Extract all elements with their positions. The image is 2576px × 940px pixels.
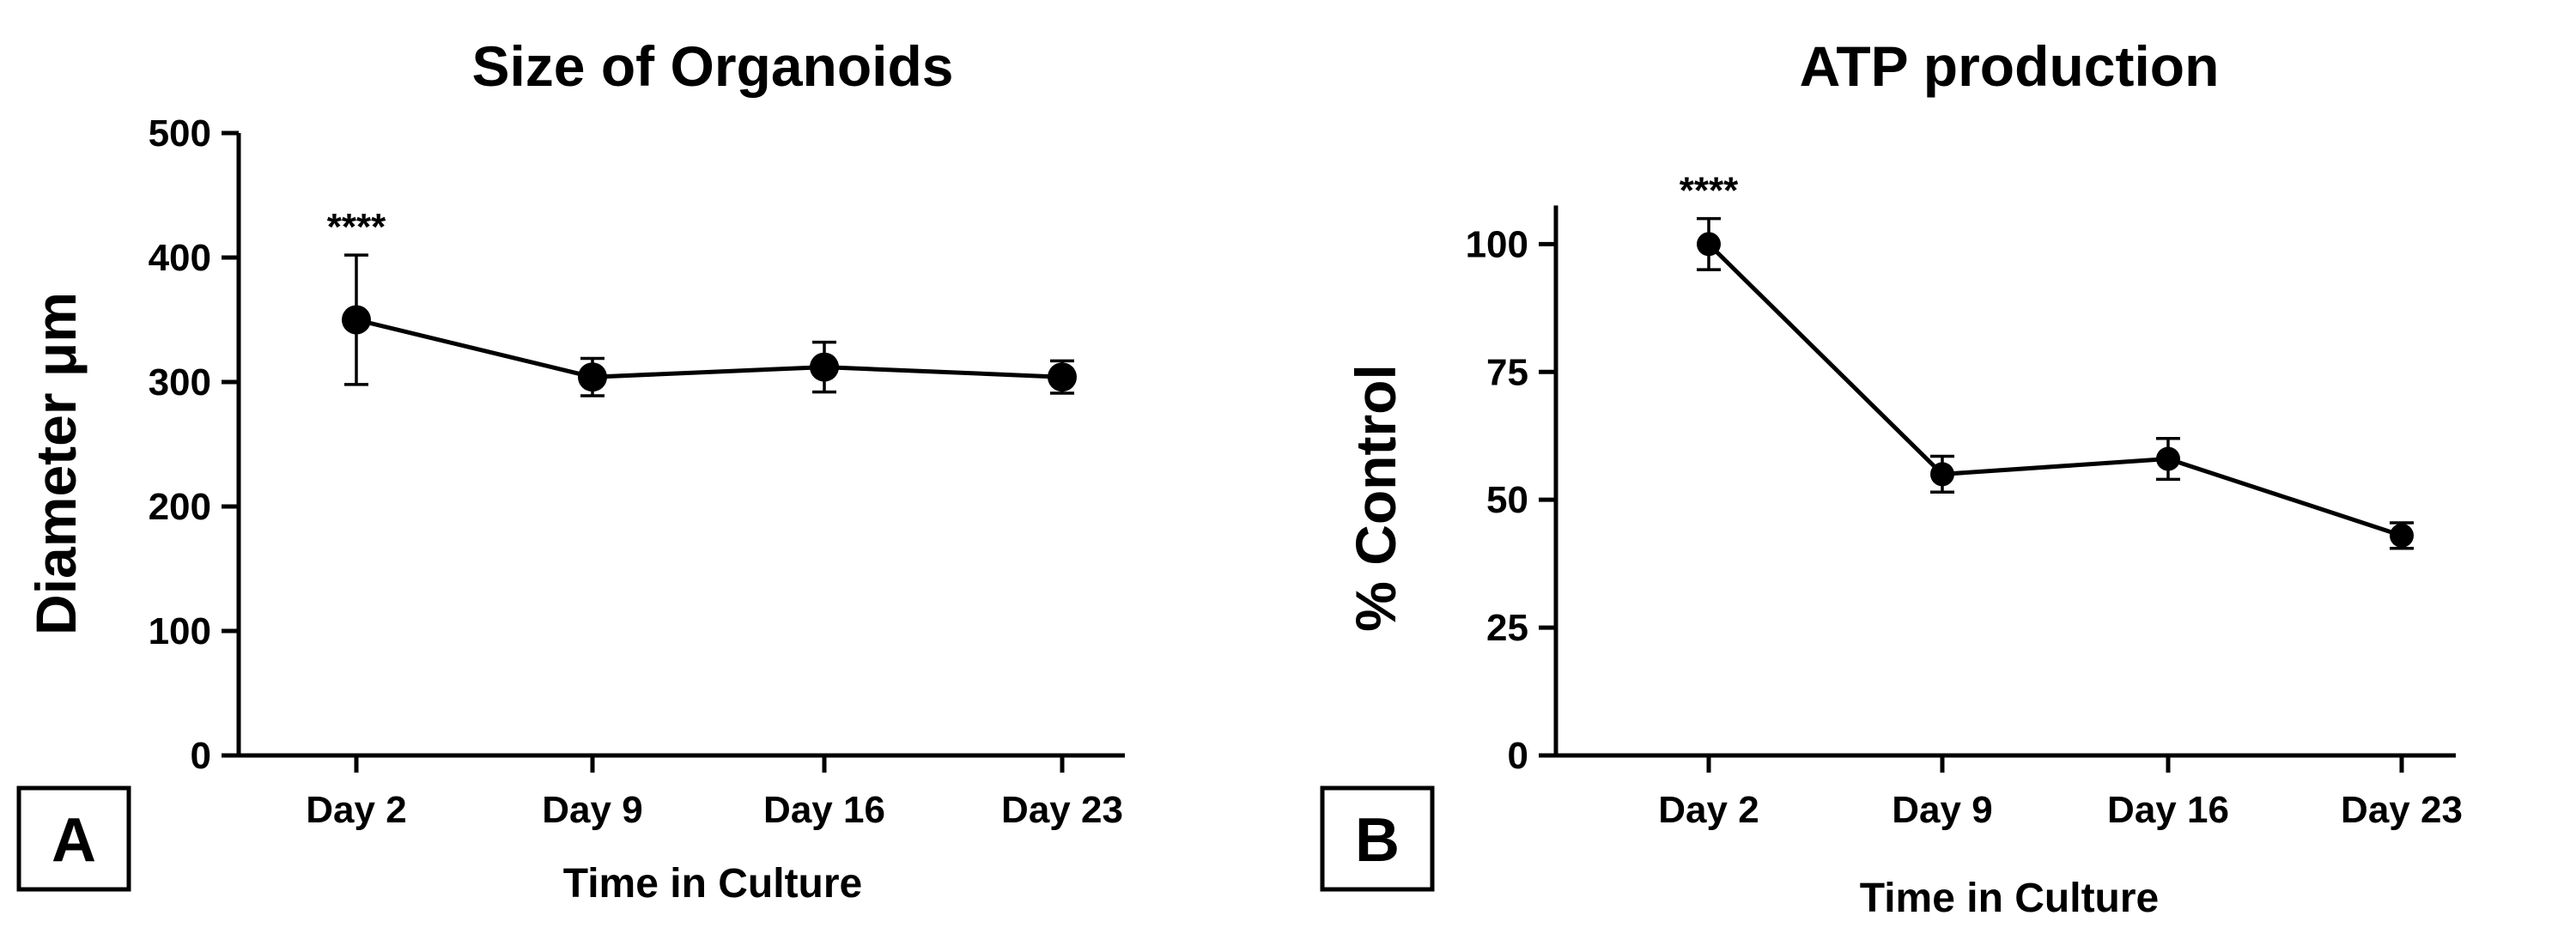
data-point (342, 305, 371, 335)
y-tick-label: 200 (149, 486, 211, 528)
y-tick-label: 75 (1486, 351, 1528, 393)
series-line (1707, 242, 2403, 538)
x-tick-label: Day 16 (2107, 789, 2229, 831)
chart-title: ATP production (1800, 34, 2220, 98)
x-tick-label: Day 2 (306, 789, 406, 831)
x-axis-label: Time in Culture (563, 861, 863, 907)
plot-area: 0 25 50 75 100 Day 2 Day 9 Day 16 Day 23 **** (1466, 170, 2463, 831)
x-axis-label: Time in Culture (1860, 876, 2160, 921)
data-point (2156, 446, 2180, 471)
y-tick-label: 300 (149, 361, 211, 403)
chart-panel-b: ATP production % Control Time in Culture… (1320, 34, 2463, 921)
x-tick-label: Day 16 (763, 789, 885, 831)
y-tick-label: 50 (1486, 479, 1528, 521)
y-axis-label: Diameter μm (24, 292, 88, 635)
panel-label-box (1320, 785, 1435, 892)
y-tick-label: 100 (1466, 223, 1528, 265)
data-point (578, 362, 607, 392)
y-tick-label: 25 (1486, 607, 1528, 649)
series-line (355, 318, 1063, 379)
y-tick-label: 100 (149, 610, 211, 652)
y-tick-label: 500 (149, 112, 211, 155)
data-point (1697, 232, 1721, 257)
y-axis-label: % Control (1344, 364, 1407, 632)
x-tick-label: Day 2 (1658, 789, 1759, 831)
x-tick-label: Day 23 (2341, 789, 2463, 831)
y-tick-label: 400 (149, 237, 211, 279)
significance-annotation: **** (327, 206, 386, 248)
x-tick-label: Day 23 (1001, 789, 1123, 831)
data-point (810, 352, 839, 382)
x-tick-label: Day 9 (542, 789, 642, 831)
y-tick-label: 0 (1508, 735, 1528, 777)
y-tick-label: 0 (191, 735, 211, 777)
significance-annotation: **** (1680, 170, 1739, 212)
plot-area: 0 100 200 300 400 500 Day 2 Day 9 Day 16 Day 23 **… (149, 112, 1125, 831)
panel-label: A (52, 806, 96, 875)
data-point (1930, 462, 1954, 487)
data-point (1048, 362, 1077, 392)
x-tick-label: Day 9 (1892, 789, 1992, 831)
panel-label-box (16, 785, 131, 892)
chart-panel-a: Size of Organoids Diameter μm Time in Cu… (16, 34, 1125, 907)
panel-label: B (1355, 806, 1400, 875)
chart-title: Size of Organoids (471, 34, 953, 98)
data-point (2390, 523, 2414, 548)
